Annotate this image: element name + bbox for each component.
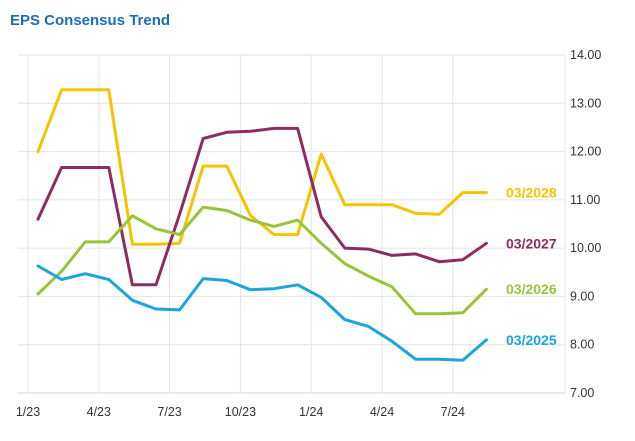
series-label-03-2026: 03/2026 (506, 281, 557, 297)
y-tick-label: 14.00 (570, 48, 601, 62)
series-label-03-2027: 03/2027 (506, 235, 557, 251)
series-line-03-2026 (36, 205, 488, 316)
series-line-03-2025 (36, 264, 488, 362)
x-tick-label: 10/23 (225, 405, 256, 419)
y-tick-label: 13.00 (570, 96, 601, 110)
x-tick-label: 1/24 (299, 405, 323, 419)
x-tick-label: 7/23 (157, 405, 181, 419)
x-tick-label: 1/23 (16, 405, 40, 419)
x-tick-label: 7/24 (441, 405, 465, 419)
y-tick-label: 8.00 (570, 338, 594, 352)
chart-title: EPS Consensus Trend (10, 12, 171, 29)
series-label-03-2028: 03/2028 (506, 185, 557, 201)
y-tick-label: 9.00 (570, 289, 594, 303)
x-tick-label: 4/23 (87, 405, 111, 419)
y-tick-label: 10.00 (570, 241, 601, 255)
series-label-03-2025: 03/2025 (506, 332, 557, 348)
y-tick-label: 7.00 (570, 386, 594, 400)
y-tick-label: 12.00 (570, 145, 601, 159)
x-tick-label: 4/24 (370, 405, 394, 419)
y-tick-label: 11.00 (570, 193, 600, 207)
series-line-03-2028 (36, 88, 488, 246)
series-line-03-2027 (36, 126, 488, 287)
